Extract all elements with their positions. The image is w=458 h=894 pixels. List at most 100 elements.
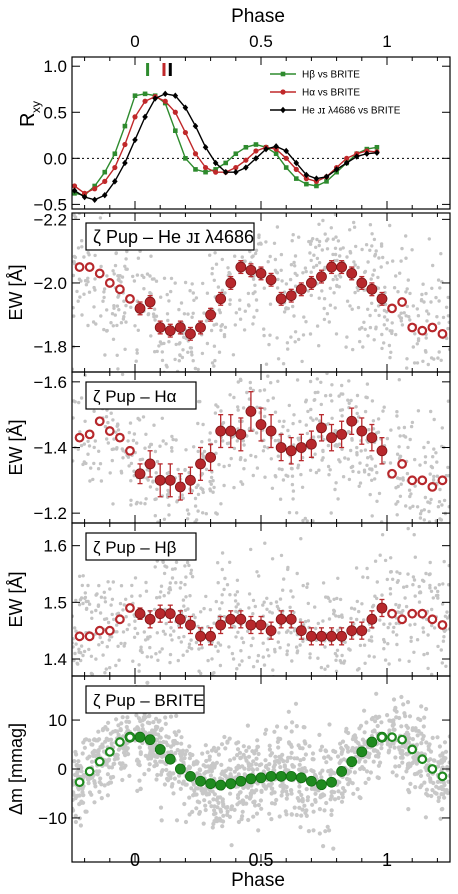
data-point-background: [144, 589, 149, 593]
data-point-background: [363, 780, 368, 786]
data-point-background: [290, 720, 295, 725]
data-point-background: [240, 809, 245, 814]
data-point-background: [184, 595, 188, 599]
y-tick-label: 0.5: [43, 103, 67, 122]
data-point-background: [432, 758, 437, 763]
data-point-background: [98, 611, 103, 615]
data-point-background: [154, 737, 160, 742]
data-point-background: [391, 718, 396, 723]
data-point-background: [248, 249, 252, 254]
data-point-background: [399, 482, 403, 486]
data-point-background: [153, 449, 158, 454]
data-point-background: [430, 465, 435, 470]
data-point-background: [399, 724, 404, 729]
data-point-background: [218, 663, 223, 668]
data-point-background: [82, 255, 86, 259]
data-point-background: [405, 287, 409, 291]
data-point-background: [248, 386, 253, 390]
data-point-background: [351, 791, 356, 796]
data-point-background: [325, 824, 330, 829]
data-point-background: [406, 526, 410, 531]
data-point-background: [311, 237, 315, 241]
data-point-background: [73, 813, 78, 819]
data-point-background: [121, 734, 126, 739]
data-point-background: [145, 272, 150, 276]
data-point-background: [92, 409, 96, 413]
data-point-background: [235, 578, 240, 582]
data-point-background: [343, 456, 347, 460]
data-point-background: [132, 0, 136, 2]
data-point-background: [142, 287, 146, 291]
data-point-background: [128, 0, 132, 2]
data-point-background: [416, 409, 421, 413]
data-point-background: [398, 434, 402, 438]
data-point-background: [148, 645, 152, 650]
data-point-background: [278, 646, 282, 650]
data-point-background: [435, 460, 439, 464]
series-marker: [122, 141, 128, 148]
data-point-background: [111, 447, 116, 451]
data-point-background: [79, 443, 84, 448]
data-point-background: [183, 280, 188, 285]
data-point-background: [317, 468, 321, 472]
data-point-background: [316, 621, 320, 626]
data-point-background: [184, 575, 188, 579]
data-point-background: [445, 610, 449, 614]
data-point-background: [355, 411, 359, 416]
data-point-background: [182, 634, 186, 639]
data-point-background: [212, 671, 216, 675]
data-point-background: [388, 329, 392, 333]
data-point-background: [129, 305, 133, 309]
data-point-background: [218, 310, 222, 315]
data-point-background: [247, 397, 252, 401]
data-point-background: [145, 468, 149, 472]
data-point-background: [292, 610, 296, 615]
data-point-background: [399, 311, 403, 315]
data-point-background: [434, 791, 439, 796]
data-point-background: [164, 621, 168, 626]
data-point-background: [409, 492, 413, 496]
data-point-background: [289, 791, 294, 796]
data-point-background: [434, 295, 438, 300]
data-point-background: [199, 486, 203, 490]
data-point-background: [210, 825, 215, 830]
data-point-background: [442, 795, 447, 800]
data-point-background: [277, 419, 282, 423]
data-point-background: [379, 720, 384, 725]
data-point-background: [213, 411, 218, 415]
data-point-background: [79, 658, 83, 663]
data-point-background: [142, 630, 146, 634]
data-point-background: [174, 560, 179, 564]
y-tick-label: 1.5: [43, 593, 67, 612]
data-point-background: [184, 782, 189, 787]
data-point-background: [193, 496, 198, 501]
data-point-background: [183, 819, 189, 825]
data-point-background: [317, 807, 322, 812]
data-point-background: [430, 607, 434, 612]
mean-point: [326, 776, 337, 788]
mean-point-open: [407, 744, 418, 755]
data-point-background: [446, 295, 450, 300]
mean-point: [154, 322, 166, 333]
mean-point-open: [437, 475, 448, 486]
data-point-background: [225, 739, 230, 744]
data-point-background: [243, 755, 248, 760]
data-point-background: [293, 264, 297, 268]
data-point-background: [261, 655, 265, 659]
mean-point: [255, 419, 267, 430]
mean-point: [255, 619, 267, 631]
data-point-background: [328, 599, 332, 603]
data-point-background: [129, 0, 133, 2]
mean-point: [346, 756, 358, 768]
data-point-background: [343, 640, 347, 644]
data-point-background: [394, 486, 398, 490]
data-point-background: [97, 583, 101, 588]
data-point-background: [105, 793, 110, 798]
data-point-background: [169, 784, 174, 789]
data-point-background: [300, 807, 305, 812]
data-point-background: [282, 419, 286, 423]
data-point-background: [118, 601, 123, 606]
data-point-background: [407, 714, 413, 719]
series-marker: [263, 145, 269, 153]
data-point-background: [270, 786, 275, 791]
